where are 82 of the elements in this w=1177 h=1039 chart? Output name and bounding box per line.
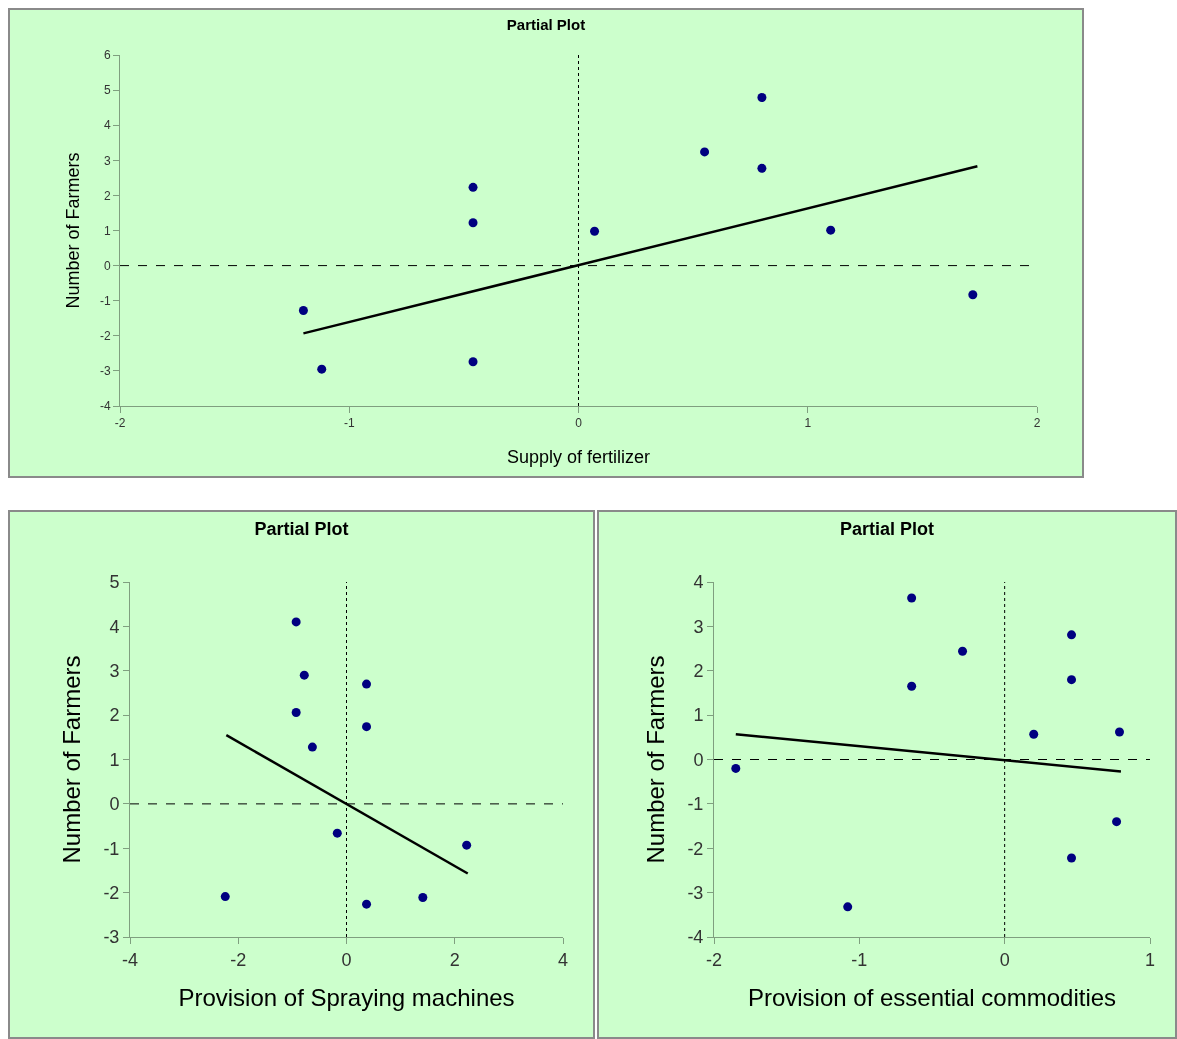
x-tick-label: 0 <box>999 949 1010 970</box>
y-axis-title: Number of Farmers <box>58 655 86 864</box>
point <box>362 899 372 909</box>
point <box>468 357 478 367</box>
y-tick-label: 0 <box>109 794 120 815</box>
y-tick-label: 3 <box>693 616 704 637</box>
point <box>307 742 317 752</box>
y-tick-label: -1 <box>103 838 120 859</box>
y-tick-label: 1 <box>109 749 120 770</box>
point <box>968 290 978 300</box>
x-tick-label: 0 <box>575 416 583 431</box>
y-tick-label: 0 <box>693 749 704 770</box>
x-tick-label: 2 <box>449 949 460 970</box>
chart-title: Partial Plot <box>506 16 586 34</box>
y-tick-label: -3 <box>687 882 704 903</box>
x-tick-label: 2 <box>1033 416 1041 431</box>
y-tick-label: 3 <box>109 661 120 682</box>
point <box>731 763 741 773</box>
point <box>843 902 853 912</box>
point <box>291 707 301 717</box>
point <box>826 225 836 235</box>
y-tick-label: 1 <box>103 223 111 238</box>
y-tick-label: -2 <box>99 329 111 343</box>
point <box>299 670 309 680</box>
point <box>757 92 767 102</box>
y-tick-label: 4 <box>103 118 111 133</box>
y-tick-label: -4 <box>687 927 704 948</box>
point <box>462 840 472 850</box>
point <box>1067 630 1077 640</box>
point <box>362 722 372 732</box>
y-tick-label: 2 <box>693 661 704 682</box>
point <box>958 646 968 656</box>
y-tick-label: -4 <box>99 399 111 414</box>
y-tick-label: 4 <box>109 616 120 637</box>
point <box>468 218 478 228</box>
y-tick-label: -3 <box>103 927 120 948</box>
point <box>590 226 600 236</box>
y-tick-label: 3 <box>103 153 111 168</box>
point <box>418 893 428 903</box>
point <box>332 828 342 838</box>
point <box>907 681 917 691</box>
y-tick-label: 5 <box>103 83 111 98</box>
point <box>1067 853 1077 863</box>
point <box>700 147 710 157</box>
y-tick-label: 0 <box>103 258 111 273</box>
point <box>468 182 478 192</box>
y-tick-label: -1 <box>687 794 704 815</box>
x-tick-label: -2 <box>230 949 247 970</box>
y-tick-label: 6 <box>103 48 111 63</box>
chart-title: Partial Plot <box>839 518 935 539</box>
x-tick-label: 0 <box>341 949 352 970</box>
y-axis-title: Number of Farmers <box>63 152 84 309</box>
x-axis-title: Provision of essential commodities <box>747 983 1117 1011</box>
x-tick-label: 4 <box>557 949 569 970</box>
y-tick-label: -3 <box>99 364 111 379</box>
y-tick-label: -2 <box>103 882 120 903</box>
y-axis-title: Number of Farmers <box>642 655 670 864</box>
point <box>1112 817 1122 827</box>
point <box>362 679 372 689</box>
y-tick-label: 2 <box>103 188 111 203</box>
point <box>317 364 327 374</box>
point <box>1029 729 1039 739</box>
y-tick-label: 4 <box>693 572 704 593</box>
y-tick-label: -2 <box>687 838 704 859</box>
x-tick-label: -1 <box>343 416 355 431</box>
x-tick-label: -1 <box>851 949 868 970</box>
x-axis-title: Provision of Spraying machines <box>178 983 515 1011</box>
point <box>757 163 767 173</box>
point <box>298 306 308 316</box>
point <box>291 617 301 627</box>
x-axis-title: Supply of fertilizer <box>506 446 651 467</box>
point <box>1067 675 1077 685</box>
chart-title: Partial Plot <box>254 518 349 539</box>
point <box>220 892 230 902</box>
point <box>1114 727 1124 737</box>
y-tick-label: -1 <box>99 293 111 308</box>
point <box>907 593 917 603</box>
y-tick-label: 5 <box>109 572 120 593</box>
y-tick-label: 2 <box>109 705 120 726</box>
x-tick-label: 1 <box>804 416 812 431</box>
y-tick-label: 1 <box>693 705 704 726</box>
x-tick-label: 1 <box>1144 949 1156 970</box>
